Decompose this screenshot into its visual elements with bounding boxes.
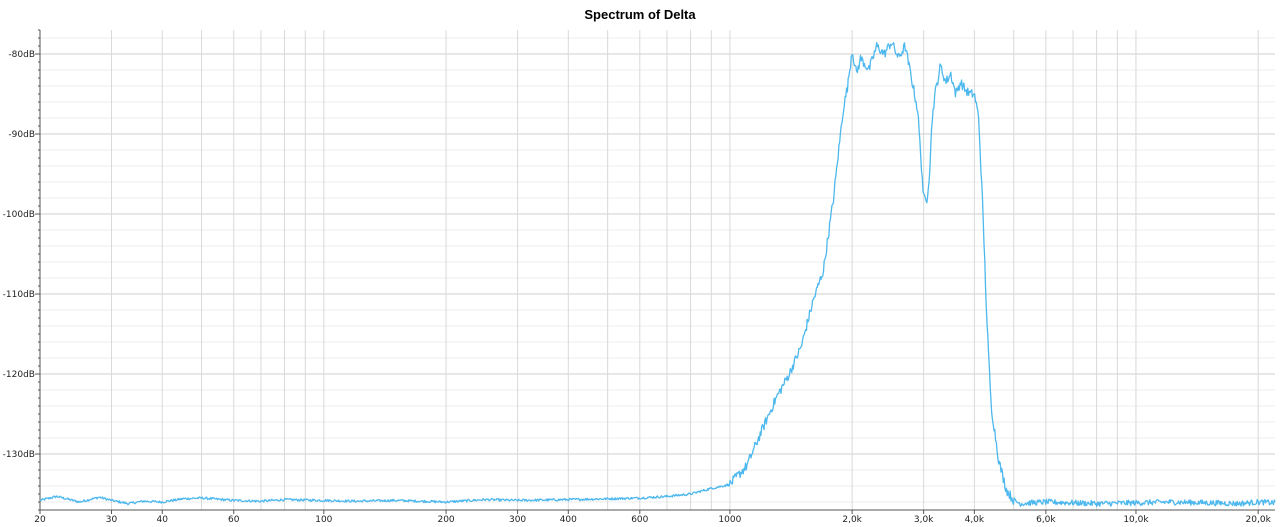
x-tick-label: 6,0k xyxy=(1036,515,1056,525)
x-tick-label: 10,0k xyxy=(1123,515,1149,525)
x-tick-label: 60 xyxy=(228,515,240,525)
y-tick-label: -120dB xyxy=(3,370,35,380)
y-tick-label: -100dB xyxy=(3,210,35,220)
y-tick-label: -130dB xyxy=(3,450,35,460)
grid xyxy=(39,30,1275,510)
x-tick-label: 30 xyxy=(106,515,118,525)
tick-labels: -80dB -90dB -100dB -110dB -120dB -130dB 20 30 40… xyxy=(3,50,1272,525)
chart-title: Spectrum of Delta xyxy=(584,7,696,22)
series xyxy=(39,41,1276,508)
x-tick-label: 200 xyxy=(437,515,454,525)
axes xyxy=(35,29,1275,514)
x-tick-label: 1000 xyxy=(718,515,741,525)
x-tick-label: 300 xyxy=(509,515,526,525)
x-tick-label: 20 xyxy=(34,515,46,525)
x-tick-label: 4,0k xyxy=(965,515,985,525)
x-tick-label: 400 xyxy=(560,515,577,525)
y-tick-label: -90dB xyxy=(8,130,35,140)
spectrum-line-0 xyxy=(39,41,1276,508)
x-tick-label: 2,0k xyxy=(842,515,862,525)
y-tick-label: -110dB xyxy=(3,290,35,300)
x-tick-label: 40 xyxy=(157,515,169,525)
x-tick-label: 600 xyxy=(631,515,648,525)
x-tick-label: 20,0k xyxy=(1246,515,1272,525)
x-tick-label: 3,0k xyxy=(914,515,934,525)
y-tick-label: -80dB xyxy=(8,50,35,60)
x-tick-label: 100 xyxy=(315,515,332,525)
